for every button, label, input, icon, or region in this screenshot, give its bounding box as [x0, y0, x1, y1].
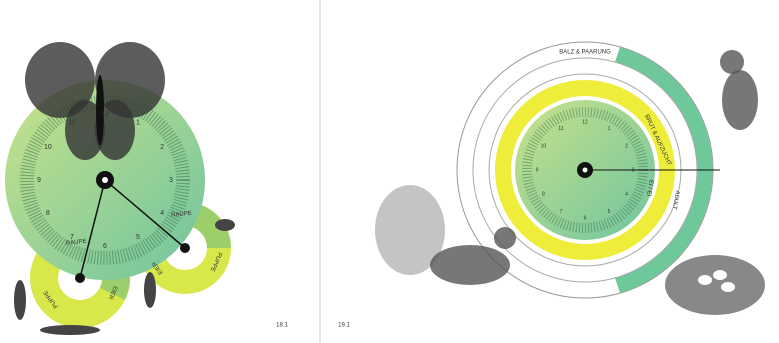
ring-label: EI / EI — [645, 179, 654, 196]
dial-number: 4 — [625, 191, 628, 197]
hub-dot — [102, 177, 108, 183]
ring-label: BALZ & PAARUNG — [559, 50, 611, 56]
dial-number: 10 — [541, 143, 547, 149]
left-page: 18.1 — [5, 42, 288, 335]
page-number: 18.1 — [276, 323, 288, 329]
dial-number: 7 — [560, 209, 563, 215]
hand — [104, 179, 186, 249]
ring-label: EIER — [107, 285, 118, 301]
dial-number: 8 — [46, 210, 50, 217]
hub-dot — [582, 167, 588, 173]
right-page: BALZ & PAARUNG BRUT & AUFZUCHT EI / EI A… — [338, 41, 765, 329]
dial-number: 9 — [37, 177, 41, 184]
dial-number: 6 — [584, 215, 587, 221]
dial-number: 3 — [632, 167, 635, 173]
page-number: 19.1 — [338, 323, 350, 329]
dial-number: 12 — [101, 111, 109, 118]
dial-number: 5 — [608, 209, 611, 215]
caterpillars — [14, 219, 235, 335]
dial-number: 11 — [558, 126, 563, 132]
hand — [79, 179, 106, 279]
dial-number: 11 — [68, 120, 75, 127]
hub — [180, 243, 190, 253]
dial-number: 7 — [70, 234, 74, 241]
birds — [375, 50, 765, 315]
dial-number: 2 — [625, 143, 628, 149]
dial-number: 4 — [160, 210, 164, 217]
butterfly — [25, 42, 165, 160]
dial-number: 5 — [136, 234, 140, 241]
dial-number: 8 — [542, 191, 545, 197]
outer-arc — [615, 47, 713, 293]
dial-number: 3 — [169, 177, 173, 184]
eggs — [698, 270, 735, 292]
dial-number: 12 — [582, 119, 588, 125]
dial-number: 6 — [103, 243, 107, 250]
ring-label: RAUPE — [171, 211, 192, 219]
dial-number: 10 — [44, 144, 52, 151]
hub — [75, 273, 85, 283]
dial-number: 9 — [536, 167, 539, 173]
dial-number: 1 — [136, 120, 140, 127]
ring-label: ADULT — [671, 190, 680, 210]
dial-number: 2 — [160, 144, 164, 151]
dial-number: 1 — [608, 126, 611, 132]
ring-label: RAUPE — [66, 239, 87, 247]
